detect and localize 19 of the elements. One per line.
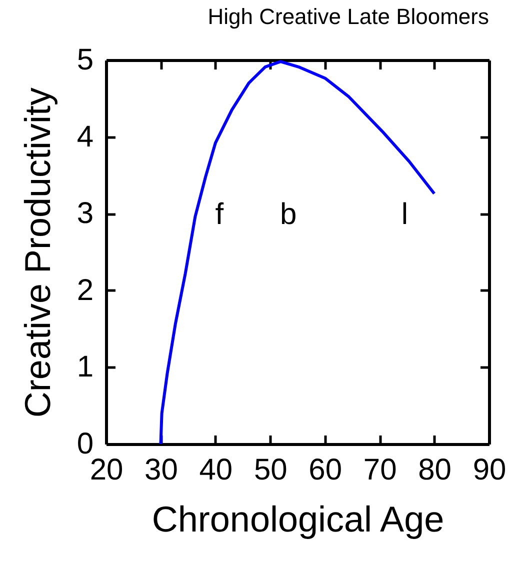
x-tick-label: 80 bbox=[418, 454, 452, 486]
annotation: f bbox=[215, 198, 224, 231]
y-tick-label: 5 bbox=[76, 44, 94, 76]
chart-title: High Creative Late Bloomers bbox=[208, 4, 489, 29]
y-tick-label: 1 bbox=[76, 350, 94, 384]
x-tick-label: 30 bbox=[144, 454, 178, 486]
line-series bbox=[159, 60, 436, 446]
annotation: b bbox=[280, 198, 297, 231]
y-tick-label: 3 bbox=[76, 197, 94, 230]
y-tick-label: 2 bbox=[76, 274, 94, 307]
x-axis-title: Chronological Age bbox=[152, 498, 444, 540]
x-tick-label: 40 bbox=[199, 454, 233, 486]
x-tick-label: 90 bbox=[472, 454, 506, 486]
x-tick-label: 70 bbox=[363, 454, 397, 486]
y-axis-title: Creative Productivity bbox=[16, 87, 58, 418]
x-tick-label: 60 bbox=[308, 454, 342, 486]
annotation: l bbox=[401, 198, 408, 231]
y-tick-label: 4 bbox=[76, 120, 94, 154]
x-tick-label: 50 bbox=[254, 454, 288, 486]
